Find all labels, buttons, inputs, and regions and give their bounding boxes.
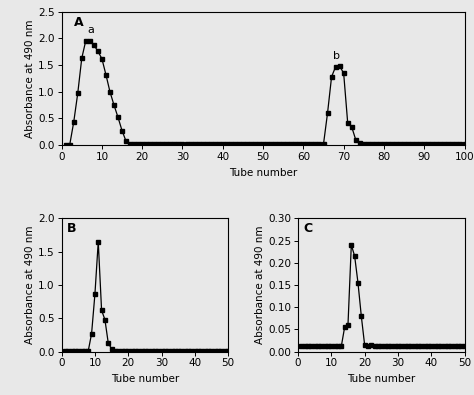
X-axis label: Tube number: Tube number: [111, 374, 179, 384]
Text: b: b: [333, 51, 340, 61]
X-axis label: Tube number: Tube number: [229, 167, 297, 178]
Text: a: a: [87, 25, 94, 35]
Text: A: A: [74, 16, 83, 29]
Y-axis label: Absorbance at 490 nm: Absorbance at 490 nm: [255, 226, 265, 344]
X-axis label: Tube number: Tube number: [347, 374, 415, 384]
Y-axis label: Absorbance at 490 nm: Absorbance at 490 nm: [25, 226, 35, 344]
Text: C: C: [303, 222, 312, 235]
Y-axis label: Absorbance at 490 nm: Absorbance at 490 nm: [25, 19, 35, 138]
Text: B: B: [67, 222, 76, 235]
